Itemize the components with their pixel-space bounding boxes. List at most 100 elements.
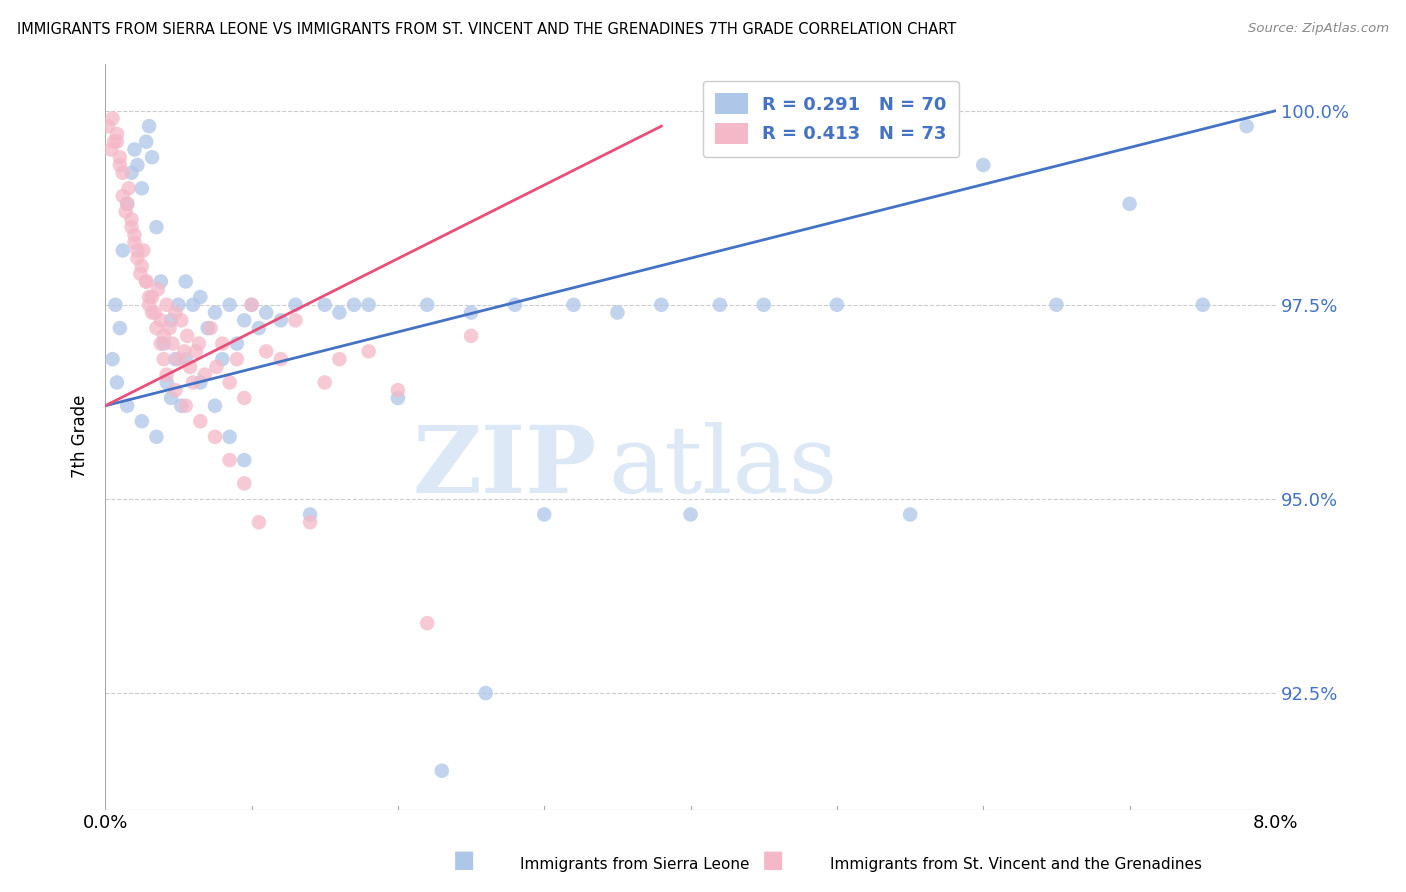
Point — [127, 244, 149, 258]
Point — [135, 275, 157, 289]
Point — [152, 352, 174, 367]
Point — [898, 508, 921, 522]
Point — [226, 336, 249, 351]
Point — [124, 227, 146, 242]
Point — [114, 204, 136, 219]
Point — [105, 127, 128, 141]
Point — [135, 275, 157, 289]
Point — [132, 244, 155, 258]
Point — [145, 321, 167, 335]
Point — [167, 352, 190, 367]
Point — [270, 352, 292, 367]
Point — [156, 368, 179, 382]
Point — [97, 119, 120, 133]
Point — [170, 313, 193, 327]
Point — [247, 321, 270, 335]
Point — [104, 298, 127, 312]
Point — [117, 181, 139, 195]
Point — [152, 329, 174, 343]
Point — [152, 336, 174, 351]
Point — [165, 305, 187, 319]
Point — [254, 305, 277, 319]
Point — [124, 235, 146, 250]
Point — [115, 197, 138, 211]
Point — [131, 181, 153, 195]
Point — [606, 305, 628, 319]
Point — [101, 352, 124, 367]
Point — [284, 298, 307, 312]
Point — [165, 352, 187, 367]
Point — [174, 275, 197, 289]
Point — [233, 453, 256, 467]
Point — [149, 336, 172, 351]
Point — [127, 158, 149, 172]
Point — [167, 298, 190, 312]
Point — [972, 158, 994, 172]
Point — [204, 430, 226, 444]
Point — [226, 352, 249, 367]
Point — [188, 376, 211, 390]
Text: ■: ■ — [453, 848, 475, 872]
Y-axis label: 7th Grade: 7th Grade — [72, 395, 89, 478]
Point — [138, 290, 160, 304]
Point — [240, 298, 263, 312]
Point — [460, 305, 482, 319]
Point — [343, 298, 366, 312]
Point — [159, 321, 181, 335]
Point — [204, 399, 226, 413]
Legend: R = 0.291   N = 70, R = 0.413   N = 73: R = 0.291 N = 70, R = 0.413 N = 73 — [703, 80, 959, 157]
Point — [218, 430, 240, 444]
Point — [124, 143, 146, 157]
Text: ■: ■ — [762, 848, 785, 872]
Point — [284, 313, 307, 327]
Point — [108, 158, 131, 172]
Point — [156, 376, 179, 390]
Point — [149, 275, 172, 289]
Point — [181, 298, 204, 312]
Point — [141, 305, 163, 319]
Point — [162, 336, 184, 351]
Point — [131, 414, 153, 428]
Point — [205, 359, 228, 374]
Point — [108, 150, 131, 164]
Point — [181, 376, 204, 390]
Text: ZIP: ZIP — [413, 422, 598, 512]
Point — [115, 197, 138, 211]
Point — [416, 298, 439, 312]
Point — [173, 344, 195, 359]
Point — [111, 189, 134, 203]
Point — [127, 251, 149, 265]
Point — [100, 143, 122, 157]
Point — [679, 508, 702, 522]
Point — [314, 376, 336, 390]
Point — [141, 290, 163, 304]
Point — [174, 352, 197, 367]
Point — [233, 476, 256, 491]
Point — [1191, 298, 1213, 312]
Point — [387, 391, 409, 405]
Point — [328, 352, 350, 367]
Point — [160, 391, 183, 405]
Point — [187, 336, 209, 351]
Point — [138, 298, 160, 312]
Point — [416, 616, 439, 631]
Point — [218, 453, 240, 467]
Point — [138, 119, 160, 133]
Text: Immigrants from Sierra Leone: Immigrants from Sierra Leone — [520, 857, 749, 872]
Point — [170, 399, 193, 413]
Point — [111, 244, 134, 258]
Point — [160, 313, 183, 327]
Point — [211, 352, 233, 367]
Point — [101, 112, 124, 126]
Point — [650, 298, 672, 312]
Point — [176, 329, 198, 343]
Point — [211, 336, 233, 351]
Point — [460, 329, 482, 343]
Text: Immigrants from St. Vincent and the Grenadines: Immigrants from St. Vincent and the Gren… — [830, 857, 1202, 872]
Point — [121, 166, 143, 180]
Point — [218, 298, 240, 312]
Point — [474, 686, 496, 700]
Point — [141, 150, 163, 164]
Text: atlas: atlas — [609, 422, 838, 512]
Point — [105, 376, 128, 390]
